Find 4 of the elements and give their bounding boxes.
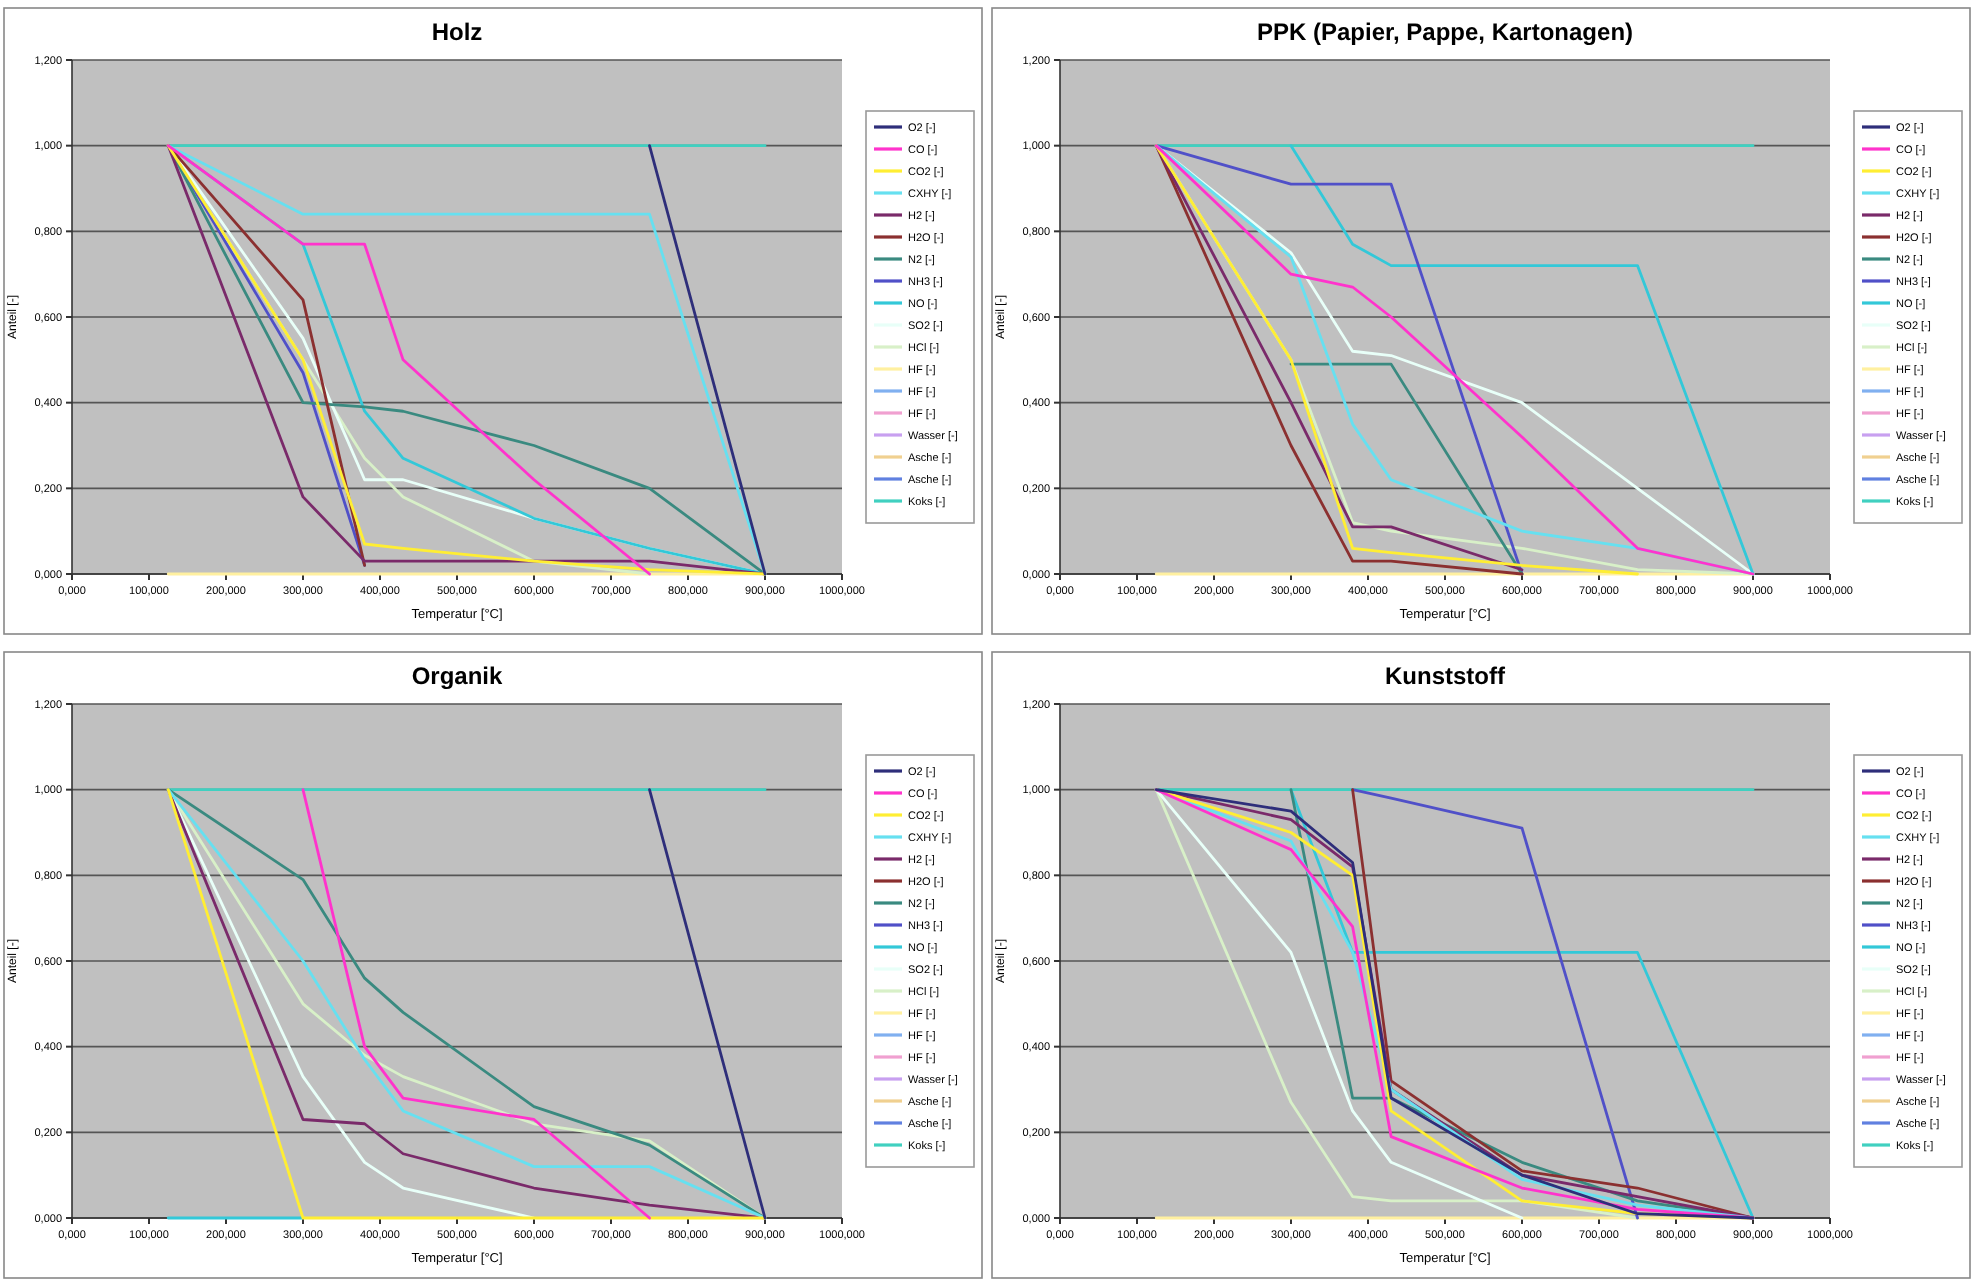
chart-title: Organik <box>411 662 503 690</box>
chart-title: Holz <box>431 18 483 46</box>
chart-title: PPK (Papier, Pappe, Kartonagen) <box>1256 18 1634 46</box>
chart-title: Kunststoff <box>1385 662 1507 690</box>
